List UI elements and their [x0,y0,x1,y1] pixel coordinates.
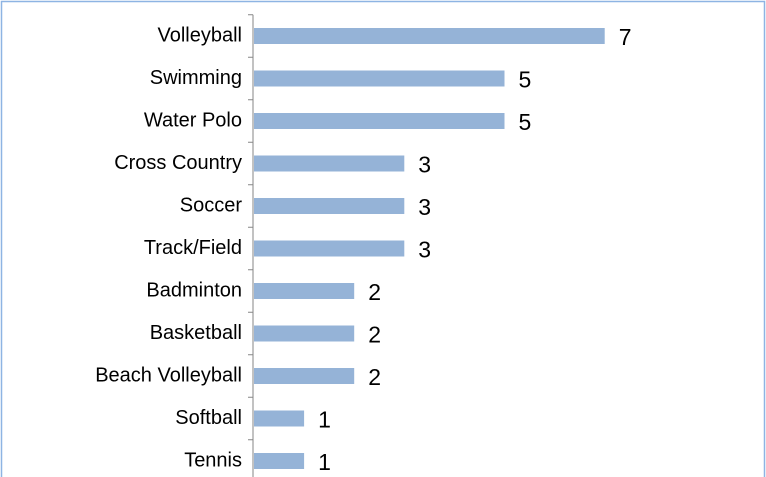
bar [254,283,355,299]
category-label: Cross Country [114,152,242,174]
category-label: Beach Volleyball [95,364,242,386]
category-label: Tennis [184,449,242,471]
data-label: 3 [418,194,431,220]
category-label: Volleyball [157,24,242,46]
bar [254,325,355,342]
data-label: 2 [368,364,381,390]
bar [254,410,305,427]
bar [254,198,405,214]
data-label: 5 [519,67,532,93]
bar [254,453,305,469]
bar [254,240,405,257]
category-label: Softball [175,407,242,429]
data-label: 3 [418,152,431,178]
data-label: 2 [368,322,381,348]
category-label: Water Polo [144,109,242,131]
bar [254,70,505,87]
data-label: 7 [619,24,632,50]
category-label: Badminton [146,279,242,301]
data-label: 2 [368,279,381,305]
category-label: Track/Field [144,237,242,259]
data-label: 1 [318,449,331,475]
bar [254,28,605,44]
bar [254,155,405,172]
plot-area: Volleyball 7 Swimming 5 Water Polo 5 Cross Cou… [95,14,632,477]
bar [254,113,505,129]
bar [254,368,355,384]
category-label: Soccer [180,194,243,216]
category-label: Basketball [150,322,242,344]
data-label: 1 [318,407,331,433]
data-label: 3 [418,237,431,263]
category-label: Swimming [150,67,242,89]
data-label: 5 [519,109,532,135]
